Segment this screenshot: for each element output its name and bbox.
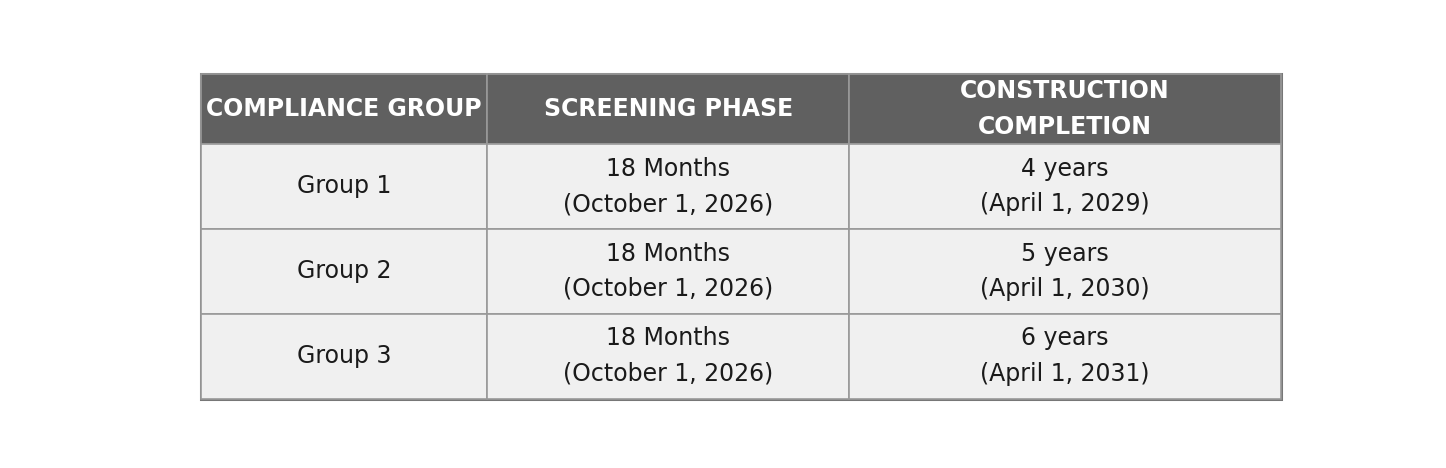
Bar: [849, 74, 1281, 144]
Bar: [201, 229, 487, 314]
Text: 5 years
(April 1, 2030): 5 years (April 1, 2030): [980, 241, 1150, 301]
Bar: [849, 144, 1281, 229]
Bar: [487, 229, 849, 314]
Bar: [201, 144, 487, 229]
Bar: [201, 74, 487, 144]
Text: SCREENING PHASE: SCREENING PHASE: [544, 97, 792, 121]
Text: 18 Months
(October 1, 2026): 18 Months (October 1, 2026): [562, 157, 774, 216]
Text: 18 Months
(October 1, 2026): 18 Months (October 1, 2026): [562, 326, 774, 386]
Text: COMPLIANCE GROUP: COMPLIANCE GROUP: [207, 97, 482, 121]
Bar: [487, 144, 849, 229]
Bar: [201, 314, 487, 398]
Text: Group 1: Group 1: [296, 175, 392, 198]
Text: CONSTRUCTION
COMPLETION: CONSTRUCTION COMPLETION: [960, 80, 1170, 139]
Text: Group 3: Group 3: [296, 344, 392, 368]
Text: 6 years
(April 1, 2031): 6 years (April 1, 2031): [980, 326, 1150, 386]
Bar: [487, 74, 849, 144]
Text: 18 Months
(October 1, 2026): 18 Months (October 1, 2026): [562, 241, 774, 301]
Text: Group 2: Group 2: [296, 259, 392, 283]
Bar: [849, 314, 1281, 398]
Bar: [487, 314, 849, 398]
Bar: [849, 229, 1281, 314]
Text: 4 years
(April 1, 2029): 4 years (April 1, 2029): [980, 157, 1150, 216]
